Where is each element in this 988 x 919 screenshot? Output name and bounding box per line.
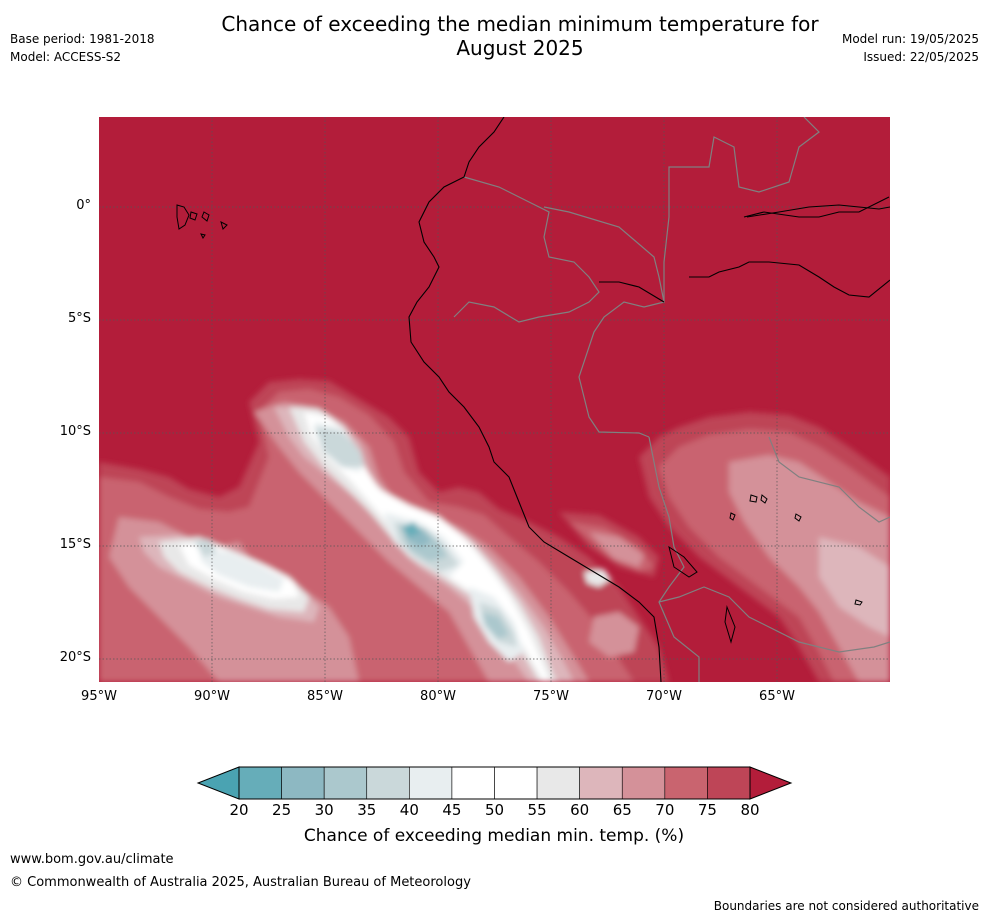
colorbar-tick-label: 55 [527,801,547,819]
colorbar-tick-label: 70 [655,801,675,819]
lon-label-65w: 65°W [759,689,795,704]
colorbar-segment [281,766,325,800]
coastline [408,117,890,682]
islands [176,204,863,644]
lon-label-80w: 80°W [420,689,456,704]
colorbar-segment [366,766,410,800]
colorbar-frame [238,766,751,800]
colorbar-segment [707,766,751,800]
colorbar-tick-label: 80 [740,801,760,819]
colorbar-segment [451,766,495,800]
issued-date: Issued: 22/05/2025 [863,50,979,64]
country-borders [453,117,890,682]
colorbar-segment [579,766,623,800]
colorbar-under-arrow [196,766,240,800]
lat-label-0: 0° [76,198,91,213]
lat-label-5s: 5°S [67,311,91,326]
colorbar-segment [494,766,538,800]
colorbar-tick-label: 20 [229,801,249,819]
colorbar-segment [238,766,282,800]
colorbar-label: Chance of exceeding median min. temp. (%… [303,826,685,846]
meta-right: Model run: 19/05/2025 Issued: 22/05/2025 [842,30,979,66]
copyright-text: © Commonwealth of Australia 2025, Austra… [10,875,471,890]
colorbar-segments [238,766,751,800]
lon-label-70w: 70°W [646,689,682,704]
colorbar-tick-label: 75 [697,801,717,819]
colorbar-tick-label: 60 [570,801,590,819]
colorbar-tick-label: 45 [442,801,462,819]
colorbar [196,766,793,800]
colorbar-tick-label: 25 [272,801,292,819]
lon-label-90w: 90°W [194,689,230,704]
disclaimer-text: Boundaries are not considered authoritat… [713,899,979,913]
title-line-2: August 2025 [456,36,584,60]
title-line-1: Chance of exceeding the median minimum t… [221,12,819,36]
colorbar-over-arrow [749,766,793,800]
lat-label-15s: 15°S [59,537,91,552]
model-run: Model run: 19/05/2025 [841,32,979,46]
chart-title: Chance of exceeding the median minimum t… [160,12,880,60]
colorbar-segment [664,766,708,800]
colorbar-tick-label: 30 [314,801,334,819]
model-name: Model: ACCESS-S2 [10,50,122,64]
probability-contours [99,379,890,682]
lat-label-10s: 10°S [59,424,91,439]
lon-label-75w: 75°W [533,689,569,704]
lon-label-95w: 95°W [81,689,117,704]
lon-label-85w: 85°W [307,689,343,704]
colorbar-tick-label: 35 [357,801,377,819]
colorbar-segment [621,766,666,800]
colorbar-segment [409,766,453,800]
graticule [99,117,890,682]
website-link[interactable]: www.bom.gov.au/climate [10,852,174,867]
colorbar-segment [536,766,580,800]
base-period: Base period: 1981-2018 [10,32,155,46]
colorbar-segment [323,766,368,800]
colorbar-tick-label: 40 [399,801,419,819]
colorbar-tick-label: 65 [612,801,632,819]
probability-map [99,117,890,682]
meta-left: Base period: 1981-2018 Model: ACCESS-S2 [10,30,155,66]
colorbar-tick-label: 50 [484,801,505,819]
lat-label-20s: 20°S [59,650,91,665]
